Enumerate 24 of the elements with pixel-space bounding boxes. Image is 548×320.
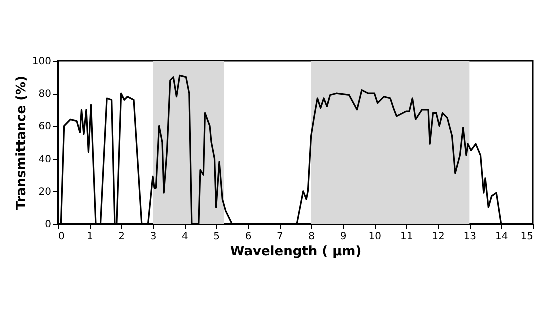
x-tick-label: 0 (58, 232, 65, 242)
x-tick-label: 11 (400, 232, 414, 242)
x-tick-label: 14 (495, 232, 508, 242)
x-tick-label: 3 (150, 232, 157, 242)
y-tick-label: 60 (38, 122, 52, 133)
x-tick-label: 9 (340, 232, 347, 242)
y-tick-label: 80 (38, 89, 52, 100)
x-tick-label: 13 (464, 232, 477, 242)
y-axis-title: Transmittance (%) (14, 76, 30, 210)
x-axis-title: Wavelength ( μm) (230, 244, 362, 260)
y-tick-label: 0 (45, 220, 52, 230)
x-tick-label: 5 (214, 232, 220, 242)
x-tick-label: 6 (245, 232, 252, 242)
x-tick-label: 12 (432, 232, 445, 242)
x-tick-label: 10 (368, 232, 382, 242)
y-tick-label: 40 (38, 154, 52, 166)
x-tick-label: 4 (182, 232, 188, 242)
x-tick-label: 1 (86, 232, 94, 242)
x-tick-label: 7 (276, 232, 284, 242)
x-tick-label: 8 (308, 232, 316, 242)
y-tick-label: 100 (32, 56, 52, 68)
y-tick-label: 20 (38, 186, 52, 198)
x-tick-label: 2 (118, 232, 126, 242)
x-tick-label: 15 (520, 232, 534, 242)
